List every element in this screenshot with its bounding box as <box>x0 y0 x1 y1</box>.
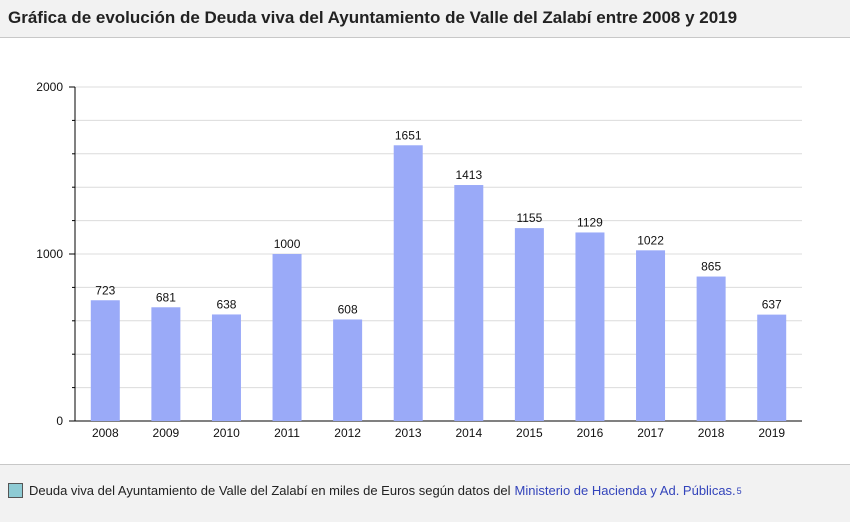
chart-title: Gráfica de evolución de Deuda viva del A… <box>8 8 738 27</box>
bar-2009 <box>151 307 181 421</box>
bar-chart: 723 681 638 1000 608 1651 1413 1155 1129 1022 865 6… <box>36 80 802 440</box>
bar-2013 <box>393 145 423 421</box>
value-label-2019: 637 <box>762 298 782 312</box>
bar-2011 <box>272 254 302 421</box>
value-label-2010: 638 <box>216 297 236 311</box>
y-tick-label: 0 <box>56 414 63 428</box>
x-tick-label-2017: 2017 <box>637 426 664 440</box>
tick-labels: 0 1000 2000 2008 2009 2010 2011 2012 2013 2014 201… <box>36 80 785 440</box>
value-label-2017: 1022 <box>637 233 664 247</box>
y-tick-label: 1000 <box>36 247 63 261</box>
x-tick-label-2011: 2011 <box>274 426 300 440</box>
legend-swatch <box>8 483 23 498</box>
value-labels: 723 681 638 1000 608 1651 1413 1155 1129 1022 865 6… <box>95 128 782 316</box>
value-label-2016: 1129 <box>577 215 603 229</box>
bar-2019 <box>757 314 787 421</box>
x-tick-label-2009: 2009 <box>153 426 180 440</box>
value-label-2012: 608 <box>338 302 358 316</box>
grid-lines <box>75 86 802 389</box>
x-tick-label-2019: 2019 <box>758 426 785 440</box>
bar-2008 <box>90 300 120 421</box>
axes <box>69 86 802 422</box>
x-tick-label-2008: 2008 <box>92 426 119 440</box>
legend-text: Deuda viva del Ayuntamiento de Valle del… <box>29 483 511 498</box>
chart-area: 723 681 638 1000 608 1651 1413 1155 1129 1022 865 6… <box>0 38 850 464</box>
value-label-2013: 1651 <box>395 128 422 142</box>
chart-header: Gráfica de evolución de Deuda viva del A… <box>0 0 850 38</box>
ministerio-link[interactable]: Ministerio de Hacienda y Ad. Públicas. <box>514 483 736 498</box>
value-label-2014: 1413 <box>455 168 482 182</box>
chart-footer: Deuda viva del Ayuntamiento de Valle del… <box>0 464 850 522</box>
bar-2012 <box>333 319 363 421</box>
y-tick-label: 2000 <box>36 80 63 94</box>
bar-2017 <box>636 250 666 421</box>
bar-2016 <box>575 232 605 421</box>
value-label-2018: 865 <box>701 260 721 274</box>
x-tick-label-2012: 2012 <box>334 426 361 440</box>
value-label-2009: 681 <box>156 290 176 304</box>
bars <box>90 145 787 421</box>
x-tick-label-2015: 2015 <box>516 426 543 440</box>
bar-2015 <box>514 228 544 421</box>
x-tick-label-2014: 2014 <box>455 426 482 440</box>
x-tick-label-2016: 2016 <box>577 426 604 440</box>
value-label-2008: 723 <box>95 283 115 297</box>
value-label-2015: 1155 <box>516 211 542 225</box>
value-label-2011: 1000 <box>274 237 301 251</box>
x-tick-label-2010: 2010 <box>213 426 240 440</box>
x-tick-label-2018: 2018 <box>698 426 725 440</box>
bar-2010 <box>211 314 241 421</box>
bar-2014 <box>454 185 484 421</box>
bar-2018 <box>696 276 726 421</box>
x-tick-label-2013: 2013 <box>395 426 422 440</box>
reference-link[interactable]: 5 <box>736 485 742 496</box>
legend: Deuda viva del Ayuntamiento de Valle del… <box>8 483 742 498</box>
